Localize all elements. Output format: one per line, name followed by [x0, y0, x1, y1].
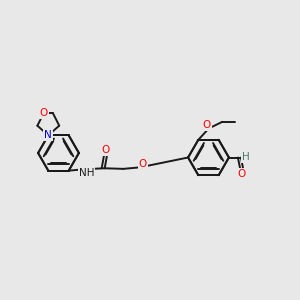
Text: O: O	[238, 169, 246, 179]
Text: O: O	[139, 159, 147, 170]
Text: NH: NH	[79, 168, 94, 178]
Text: O: O	[101, 145, 110, 155]
Text: O: O	[40, 108, 48, 118]
Text: H: H	[242, 152, 250, 162]
Text: N: N	[44, 130, 52, 140]
Text: O: O	[202, 120, 211, 130]
